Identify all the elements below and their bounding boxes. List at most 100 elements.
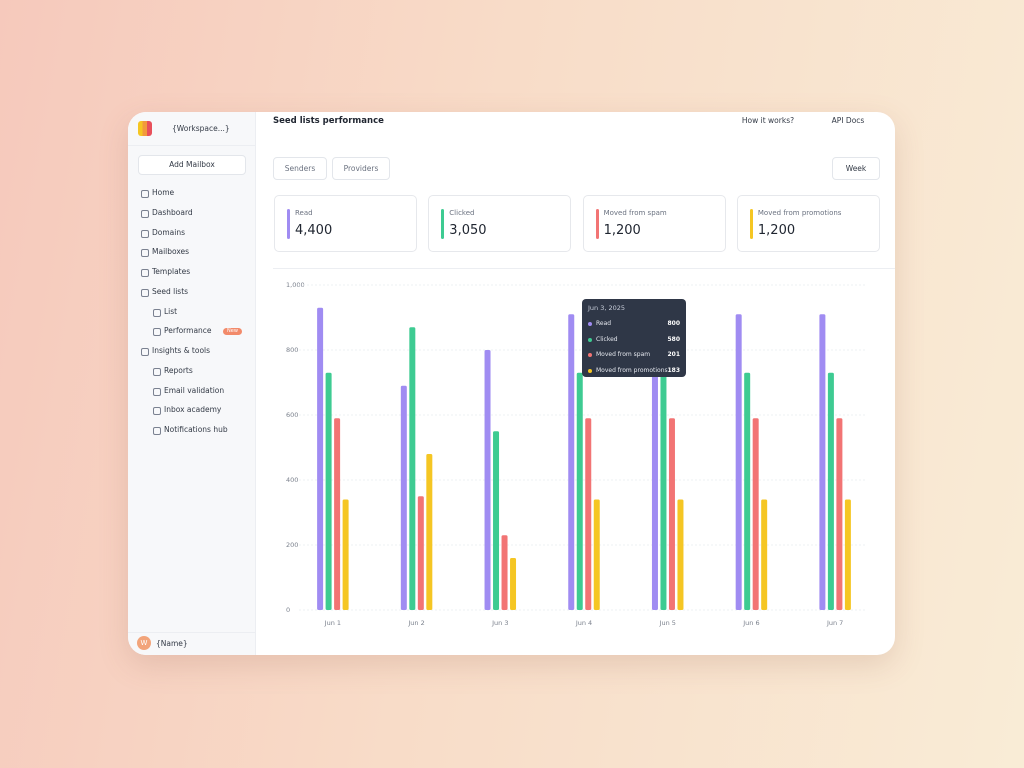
nav-item[interactable]: Insights & tools <box>152 346 211 355</box>
bar <box>761 499 768 610</box>
bar <box>677 499 684 610</box>
bar <box>744 372 751 610</box>
nav-item[interactable]: Domains <box>152 227 186 237</box>
tooltip-value: 800 <box>667 320 680 327</box>
nav-item[interactable]: Reports <box>164 365 193 375</box>
nav-icon <box>141 249 149 258</box>
stat-card: Read 4,400 <box>274 195 417 252</box>
workspace-select[interactable]: {Workspace...} <box>172 124 230 133</box>
y-tick-label: 1,000 <box>286 281 305 289</box>
nav-icon <box>153 308 161 317</box>
tooltip-value: 580 <box>667 335 680 343</box>
y-tick-label: 600 <box>286 411 298 419</box>
bar <box>493 431 500 610</box>
senders-filter[interactable]: Senders <box>273 157 327 180</box>
nav-item[interactable]: Home <box>152 188 175 197</box>
bar <box>342 499 349 610</box>
tooltip-label: Moved from promotions <box>596 366 668 374</box>
stat-value: 1,200 <box>603 223 641 238</box>
period-filter[interactable]: Week <box>832 157 880 180</box>
tooltip-value: 201 <box>667 351 680 358</box>
bar <box>426 454 433 610</box>
tooltip-dot <box>588 353 592 357</box>
stat-accent <box>749 209 753 239</box>
nav-icon <box>153 328 161 337</box>
app-window: {Workspace...} Add Mailbox Home Dashboard… <box>128 112 895 655</box>
bar <box>510 558 517 610</box>
bar <box>752 418 759 610</box>
stat-accent <box>595 209 599 239</box>
bar <box>409 327 416 610</box>
nav-item[interactable]: Mailboxes <box>152 247 190 257</box>
x-tick-label: Jun 3 <box>491 619 508 627</box>
bar <box>651 314 658 610</box>
nav-icon <box>153 427 161 435</box>
nav-item[interactable]: Seed lists <box>152 286 189 296</box>
stat-value: 3,050 <box>449 223 487 238</box>
nav-icon <box>141 348 149 356</box>
x-tick-label: Jun 6 <box>742 619 759 627</box>
stat-label: Moved from spam <box>603 209 667 217</box>
bar <box>844 499 851 610</box>
nav-icon <box>141 209 149 218</box>
nav-icon <box>153 387 161 396</box>
y-tick-label: 200 <box>286 541 298 549</box>
x-tick-label: Jun 2 <box>407 619 424 627</box>
bar <box>593 499 600 610</box>
bar <box>400 385 407 610</box>
nav-item[interactable]: Inbox academy <box>164 405 222 415</box>
tooltip-title: Jun 3, 2025 <box>588 304 626 312</box>
avatar: W <box>137 636 151 650</box>
bar <box>668 418 675 610</box>
bar <box>317 307 324 610</box>
nav-item[interactable]: Notifications hub <box>164 425 228 434</box>
bar <box>334 418 341 610</box>
stat-card: Clicked 3,050 <box>428 195 572 252</box>
nav-icon <box>153 367 161 376</box>
stat-card: Moved from promotions 1,200 <box>736 195 880 252</box>
tooltip: Jun 3, 2025 Read 800 Clicked 580 Moved from … <box>582 299 686 377</box>
x-tick-label: Jun 4 <box>575 619 592 627</box>
nav-item[interactable]: Email validation <box>164 385 225 395</box>
y-tick-label: 800 <box>286 346 298 354</box>
nav-icon <box>141 288 149 297</box>
stat-accent <box>441 209 445 239</box>
divider <box>128 632 255 633</box>
stat-label: Clicked <box>449 209 475 217</box>
tooltip-dot <box>588 368 592 373</box>
stat-label: Read <box>295 209 313 217</box>
stat-value: 1,200 <box>757 223 796 238</box>
new-badge: New <box>223 328 242 336</box>
nav-item[interactable]: Performance <box>164 326 212 336</box>
bar <box>417 496 424 610</box>
logo <box>138 121 152 136</box>
how-it-works-link[interactable]: How it works? <box>730 113 806 129</box>
nav-item[interactable]: Dashboard <box>152 207 193 217</box>
y-tick-label: 0 <box>286 606 290 614</box>
bar <box>568 314 575 610</box>
stat-card: Moved from spam 1,200 <box>582 195 726 252</box>
page-title: Seed lists performance <box>273 116 384 126</box>
user-name: {Name} <box>156 639 188 648</box>
divider <box>128 145 255 146</box>
chart: 0 200 400 600 800 1,000 Jun 1 Jun 2 Jun 3 Jun 4 Ju… <box>286 281 865 627</box>
add-mailbox-button[interactable]: Add Mailbox <box>138 155 246 175</box>
stat-label: Moved from promotions <box>757 209 842 217</box>
tooltip-label: Moved from spam <box>596 351 651 358</box>
api-docs-link[interactable]: API Docs <box>818 113 878 129</box>
bar <box>827 372 834 610</box>
bar <box>576 372 583 610</box>
bar <box>325 372 332 610</box>
tooltip-dot <box>588 322 592 326</box>
nav-item[interactable]: List <box>164 306 178 316</box>
tooltip-value: 183 <box>667 366 680 374</box>
nav-icon <box>153 407 161 416</box>
stat-value: 4,400 <box>295 223 333 238</box>
providers-filter[interactable]: Providers <box>332 157 390 180</box>
stat-accent <box>287 209 290 239</box>
nav-item[interactable]: Templates <box>152 267 191 276</box>
tooltip-dot <box>588 337 592 342</box>
nav-icon <box>141 190 149 198</box>
bar <box>660 372 667 610</box>
